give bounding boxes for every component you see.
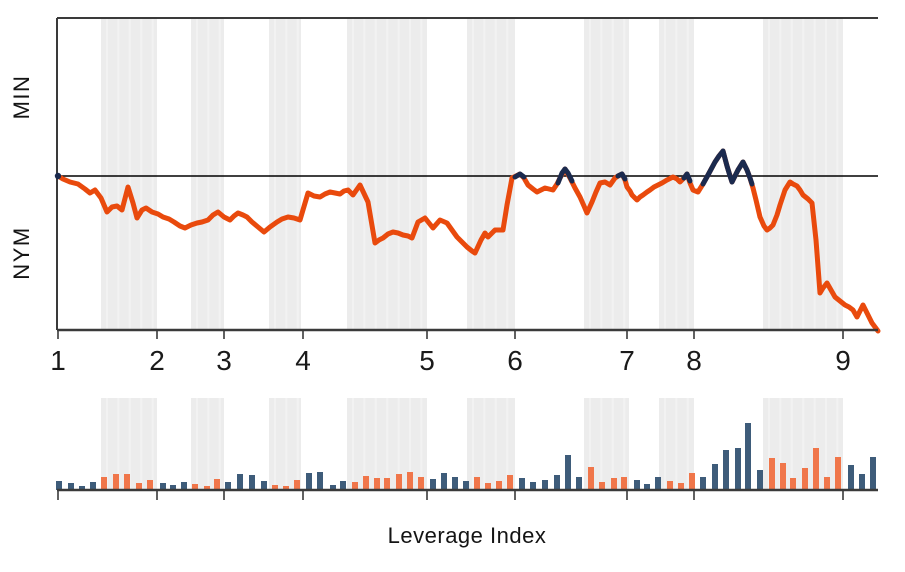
leverage-bar <box>780 463 786 490</box>
leverage-bar <box>68 483 74 490</box>
x-axis-title: Leverage Index <box>388 523 547 548</box>
leverage-bar <box>294 480 300 490</box>
win-prob-line-navy-segment <box>512 171 527 180</box>
leverage-bar <box>90 482 96 490</box>
leverage-bar <box>554 475 560 490</box>
x-tick-label: 5 <box>419 345 435 376</box>
start-point-marker <box>54 172 62 180</box>
leverage-bar <box>542 480 548 490</box>
shaded-band <box>269 19 301 329</box>
leverage-bar <box>824 477 830 490</box>
leverage-bar <box>170 485 176 490</box>
shaded-band <box>269 398 301 489</box>
leverage-bar <box>352 482 358 490</box>
leverage-bar <box>870 457 876 490</box>
win-prob-line-orange <box>55 148 881 334</box>
x-tick-label: 9 <box>835 345 851 376</box>
leverage-bar <box>160 483 166 490</box>
x-tick-label: 2 <box>149 345 165 376</box>
leverage-bar <box>735 448 741 490</box>
leverage-bar <box>79 486 85 490</box>
leverage-bar <box>802 468 808 490</box>
leverage-bar <box>757 470 763 490</box>
leverage-bar <box>340 481 346 490</box>
leverage-bar <box>407 472 413 490</box>
x-tick-label: 3 <box>216 345 232 376</box>
leverage-bar <box>363 476 369 490</box>
x-tick-label: 6 <box>507 345 523 376</box>
x-tick-label: 1 <box>50 345 66 376</box>
leverage-bar <box>485 483 491 490</box>
leverage-index-chart <box>56 398 878 500</box>
leverage-bar <box>530 482 536 490</box>
leverage-bar <box>317 472 323 490</box>
leverage-bar <box>745 423 751 490</box>
leverage-bar <box>181 482 187 490</box>
leverage-bar <box>611 478 617 490</box>
leverage-bar <box>374 478 380 490</box>
leverage-bar <box>56 481 62 490</box>
leverage-bar <box>204 486 210 490</box>
leverage-bar <box>441 473 447 490</box>
leverage-bar <box>113 474 119 490</box>
win-prob-line-navy-segment <box>700 148 755 187</box>
leverage-bar <box>588 467 594 490</box>
leverage-bar <box>330 485 336 490</box>
leverage-bar <box>225 482 231 490</box>
leverage-bar <box>678 483 684 490</box>
leverage-bar <box>496 481 502 490</box>
leverage-bar <box>835 457 841 490</box>
leverage-bar <box>463 481 469 490</box>
leverage-bar <box>859 474 865 490</box>
leverage-bar <box>136 483 142 490</box>
y-axis-label-top-team: MIN <box>9 75 34 120</box>
leverage-bar <box>689 473 695 490</box>
x-tick-label: 4 <box>295 345 311 376</box>
y-axis-label-bottom-team: NYM <box>9 226 34 279</box>
leverage-bar <box>621 477 627 490</box>
leverage-bar <box>634 480 640 490</box>
leverage-bar <box>723 450 729 490</box>
x-tick-label: 8 <box>686 345 702 376</box>
leverage-bar <box>452 477 458 490</box>
leverage-bar <box>147 480 153 490</box>
leverage-bar <box>396 474 402 490</box>
leverage-bar <box>565 455 571 490</box>
leverage-bar <box>101 477 107 490</box>
leverage-bar <box>599 482 605 490</box>
leverage-bar <box>790 478 796 490</box>
win-probability-chart: 1 2 3 4 5 6 7 8 9 <box>50 17 881 376</box>
leverage-bar <box>848 465 854 490</box>
leverage-bar <box>214 479 220 490</box>
leverage-bar <box>306 473 312 490</box>
leverage-bar <box>667 481 673 490</box>
win-prob-line-navy-segment <box>555 166 575 186</box>
leverage-bar <box>283 486 289 490</box>
leverage-bar <box>430 479 436 490</box>
leverage-bar <box>507 475 513 490</box>
leverage-bar <box>124 474 130 490</box>
leverage-bar <box>237 474 243 490</box>
leverage-bar <box>655 477 661 490</box>
leverage-bar <box>249 475 255 490</box>
leverage-bar <box>769 458 775 490</box>
leverage-bar <box>712 464 718 490</box>
leverage-bar <box>519 478 525 490</box>
leverage-bar <box>192 484 198 490</box>
leverage-bar <box>474 477 480 490</box>
win-prob-line-navy-segment <box>681 171 693 184</box>
win-prob-line-navy-segment <box>615 171 628 182</box>
leverage-bar <box>418 477 424 490</box>
leverage-bar <box>384 478 390 490</box>
x-tick-label: 7 <box>619 345 635 376</box>
leverage-bar <box>576 477 582 490</box>
leverage-bar <box>644 484 650 490</box>
leverage-bar <box>813 448 819 490</box>
leverage-bar <box>272 485 278 490</box>
leverage-bar <box>261 481 267 490</box>
leverage-bar <box>700 477 706 490</box>
